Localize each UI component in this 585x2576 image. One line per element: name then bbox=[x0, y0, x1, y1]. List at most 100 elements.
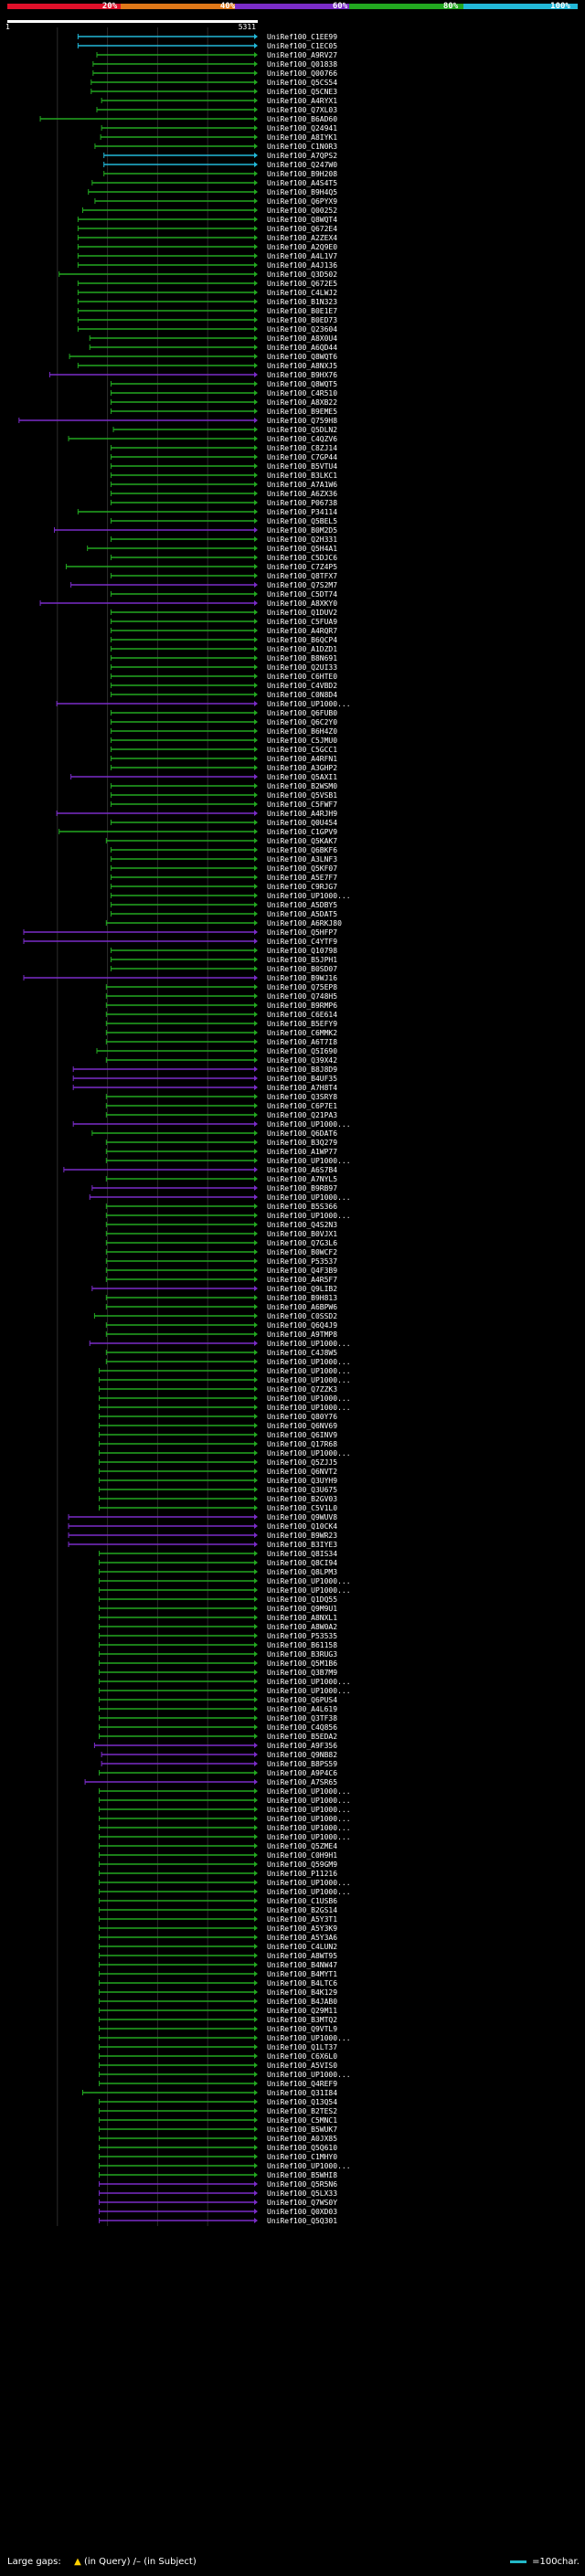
hit-arrow-icon bbox=[254, 1487, 258, 1492]
hit-label: UniRef100_C6HTE0 bbox=[267, 673, 337, 681]
hit-arrow-icon bbox=[254, 673, 258, 679]
hit-arrow-icon bbox=[254, 308, 258, 313]
hit-arrow-icon bbox=[254, 1724, 258, 1730]
hit-label: UniRef100_A4L1V7 bbox=[267, 252, 337, 260]
hit-label: UniRef100_Q3TF38 bbox=[267, 1714, 337, 1723]
hit-arrow-icon bbox=[254, 701, 258, 706]
hit-label: UniRef100_A9P4C6 bbox=[267, 1769, 337, 1777]
hit-label: UniRef100_B5WUK7 bbox=[267, 2125, 337, 2134]
hit-arrow-icon bbox=[254, 820, 258, 825]
legend-bin-0 bbox=[7, 4, 121, 9]
hit-arrow-icon bbox=[254, 1140, 258, 1145]
hit-arrow-icon bbox=[254, 1797, 258, 1803]
hit-label: UniRef100_A2ZEX4 bbox=[267, 234, 337, 242]
hit-label: UniRef100_UP1000... bbox=[267, 1678, 351, 1686]
hit-label: UniRef100_A1WP77 bbox=[267, 1148, 337, 1156]
hit-arrow-icon bbox=[254, 1569, 258, 1574]
hit-arrow-icon bbox=[254, 1368, 258, 1373]
hit-label: UniRef100_A8XB22 bbox=[267, 398, 337, 407]
hit-arrow-icon bbox=[254, 2154, 258, 2159]
hit-label: UniRef100_B61158 bbox=[267, 1641, 337, 1649]
hit-label: UniRef100_B9H813 bbox=[267, 1294, 337, 1302]
hit-arrow-icon bbox=[254, 1843, 258, 1849]
hit-arrow-icon bbox=[254, 938, 258, 944]
hit-arrow-icon bbox=[254, 1240, 258, 1246]
hit-label: UniRef100_A9RV27 bbox=[267, 51, 337, 59]
hit-label: UniRef100_Q4REF9 bbox=[267, 2080, 337, 2088]
hit-label: UniRef100_C7GP44 bbox=[267, 453, 337, 461]
hit-arrow-icon bbox=[254, 1935, 258, 1940]
hit-arrow-icon bbox=[254, 555, 258, 560]
hit-label: UniRef100_B0SD07 bbox=[267, 965, 337, 973]
hit-label: UniRef100_Q6NVT2 bbox=[267, 1468, 337, 1476]
hit-arrow-icon bbox=[254, 1468, 258, 1474]
hit-label: UniRef100_A9F356 bbox=[267, 1742, 337, 1750]
hit-label: UniRef100_Q0U454 bbox=[267, 819, 337, 827]
hit-arrow-icon bbox=[254, 2090, 258, 2095]
hit-arrow-icon bbox=[254, 2200, 258, 2205]
hit-label: UniRef100_Q5KAK7 bbox=[267, 837, 337, 845]
hit-label: UniRef100_A6S7B4 bbox=[267, 1166, 337, 1174]
hit-label: UniRef100_B3RUG3 bbox=[267, 1650, 337, 1659]
hit-label: UniRef100_UP1000... bbox=[267, 1376, 351, 1384]
hit-label: UniRef100_UP1000... bbox=[267, 1157, 351, 1165]
hit-arrow-icon bbox=[254, 564, 258, 569]
hit-arrow-icon bbox=[254, 1286, 258, 1291]
hit-arrow-icon bbox=[254, 1587, 258, 1593]
hit-label: UniRef100_A5Y3K9 bbox=[267, 1924, 337, 1933]
hit-label: UniRef100_B2GV03 bbox=[267, 1495, 337, 1503]
hit-arrow-icon bbox=[254, 317, 258, 323]
hit-arrow-icon bbox=[254, 1606, 258, 1611]
hit-arrow-icon bbox=[254, 865, 258, 871]
hit-arrow-icon bbox=[254, 1158, 258, 1163]
hit-label: UniRef100_Q8WQT4 bbox=[267, 216, 337, 224]
hit-label: UniRef100_Q247W0 bbox=[267, 161, 337, 169]
hit-arrow-icon bbox=[254, 143, 258, 149]
hit-arrow-icon bbox=[254, 445, 258, 451]
hit-arrow-icon bbox=[254, 1478, 258, 1483]
hit-label: UniRef100_UP1000... bbox=[267, 1879, 351, 1887]
hit-label: UniRef100_Q2UI33 bbox=[267, 663, 337, 672]
hit-arrow-icon bbox=[254, 1880, 258, 1885]
hit-arrow-icon bbox=[254, 2136, 258, 2141]
hit-arrow-icon bbox=[254, 1615, 258, 1620]
hit-label: UniRef100_Q6BKF6 bbox=[267, 846, 337, 854]
hit-arrow-icon bbox=[254, 710, 258, 716]
hit-arrow-icon bbox=[254, 1331, 258, 1337]
hit-arrow-icon bbox=[254, 171, 258, 176]
hit-label: UniRef100_UP1000... bbox=[267, 700, 351, 708]
hit-arrow-icon bbox=[254, 783, 258, 789]
hit-arrow-icon bbox=[254, 975, 258, 981]
hit-arrow-icon bbox=[254, 838, 258, 843]
hit-label: UniRef100_P53535 bbox=[267, 1632, 337, 1640]
hit-arrow-icon bbox=[254, 134, 258, 140]
hit-label: UniRef100_A4S4T5 bbox=[267, 179, 337, 187]
hit-arrow-icon bbox=[254, 600, 258, 606]
hit-arrow-icon bbox=[254, 345, 258, 350]
hit-label: UniRef100_B8PS59 bbox=[267, 1760, 337, 1768]
hit-arrow-icon bbox=[254, 399, 258, 405]
hit-label: UniRef100_B4K129 bbox=[267, 1988, 337, 1997]
hit-arrow-icon bbox=[254, 2044, 258, 2050]
hit-arrow-icon bbox=[254, 89, 258, 94]
hit-arrow-icon bbox=[254, 1578, 258, 1584]
hit-arrow-icon bbox=[254, 619, 258, 624]
hit-arrow-icon bbox=[254, 2108, 258, 2114]
hit-label: UniRef100_C5DT74 bbox=[267, 590, 337, 599]
hit-label: UniRef100_C4QZV6 bbox=[267, 435, 337, 443]
hit-arrow-icon bbox=[254, 1925, 258, 1931]
hit-label: UniRef100_UP1000... bbox=[267, 1358, 351, 1366]
hit-arrow-icon bbox=[254, 500, 258, 505]
hit-arrow-icon bbox=[254, 929, 258, 935]
hit-label: UniRef100_C0H9H1 bbox=[267, 1851, 337, 1860]
hit-label: UniRef100_A6QD44 bbox=[267, 344, 337, 352]
legend-bin-4 bbox=[463, 4, 578, 9]
hit-arrow-icon bbox=[254, 1861, 258, 1867]
hit-arrow-icon bbox=[254, 1980, 258, 1986]
hit-arrow-icon bbox=[254, 2163, 258, 2168]
hit-label: UniRef100_B9WJ16 bbox=[267, 974, 337, 982]
hit-label: UniRef100_UP1000... bbox=[267, 1193, 351, 1202]
hit-label: UniRef100_A6T7I8 bbox=[267, 1038, 337, 1046]
hit-label: UniRef100_A6BPW6 bbox=[267, 1303, 337, 1311]
hit-arrow-icon bbox=[254, 363, 258, 368]
